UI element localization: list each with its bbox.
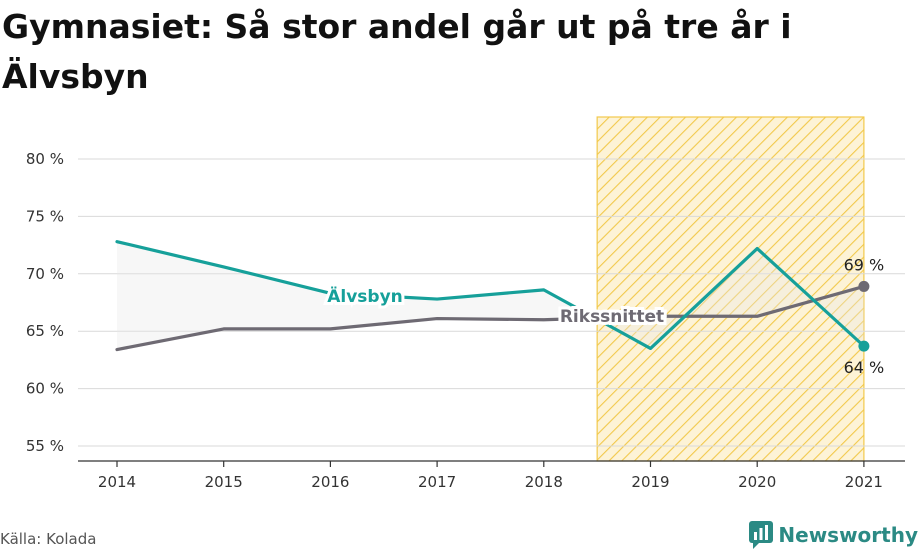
series-end-point-alvsbyn xyxy=(858,340,870,352)
end-value-label-riks: 69 % xyxy=(844,255,885,274)
x-tick-label: 2019 xyxy=(631,473,669,491)
end-value-label-alvsbyn: 64 % xyxy=(844,358,885,377)
highlight-period-band xyxy=(596,116,865,462)
newsworthy-logo: Newsworthy xyxy=(748,520,918,550)
x-tick-label: 2014 xyxy=(98,473,136,491)
x-tick-label: 2016 xyxy=(311,473,349,491)
chart-title: Gymnasiet: Så stor andel går ut på tre å… xyxy=(2,7,792,96)
series-label-alvsbyn: Älvsbyn xyxy=(327,285,403,307)
brand-name: Newsworthy xyxy=(778,523,918,547)
y-tick-label: 65 % xyxy=(26,322,64,340)
x-tick-label: 2021 xyxy=(845,473,883,491)
y-tick-label: 60 % xyxy=(26,380,64,398)
x-tick-label: 2018 xyxy=(525,473,563,491)
y-tick-label: 80 % xyxy=(26,150,64,168)
newsworthy-logo-icon xyxy=(749,521,774,549)
series-label-riks: Rikssnittet xyxy=(560,307,664,327)
y-tick-label: 55 % xyxy=(26,437,64,455)
x-tick-label: 2015 xyxy=(205,473,243,491)
y-tick-label: 70 % xyxy=(26,265,64,283)
x-tick-label: 2020 xyxy=(738,473,776,491)
x-tick-label: 2017 xyxy=(418,473,456,491)
source-note: Källa: Kolada xyxy=(0,530,97,548)
series-line-riks xyxy=(115,284,866,352)
series-end-point-riks xyxy=(858,280,870,292)
y-tick-label: 75 % xyxy=(26,207,64,225)
series-line-alvsbyn xyxy=(115,240,866,351)
